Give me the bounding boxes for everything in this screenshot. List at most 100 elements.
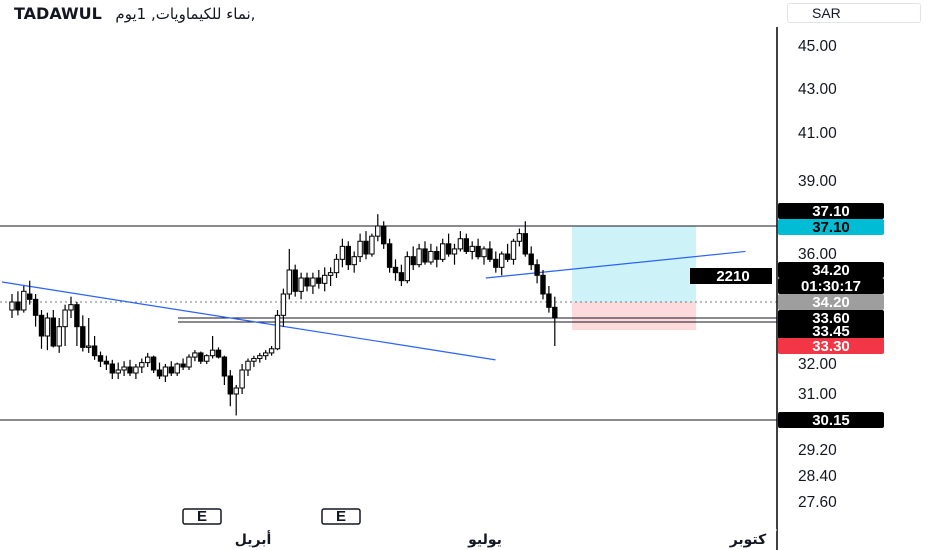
candle-body xyxy=(280,293,287,316)
candle-body xyxy=(469,245,475,252)
candle-body xyxy=(316,277,322,284)
candle-body xyxy=(145,356,151,364)
candle-body xyxy=(9,301,15,311)
candle-body xyxy=(221,356,228,377)
earnings-marker xyxy=(321,508,361,525)
price-tag-label: 37.10 xyxy=(812,203,850,220)
price-tag-label: 37.10 xyxy=(812,219,850,236)
candle-body xyxy=(62,309,68,328)
candle-body xyxy=(510,240,517,260)
candle-body xyxy=(162,366,169,377)
price-tag-label: 30.15 xyxy=(812,412,850,429)
candle-body xyxy=(168,366,175,374)
candle-body xyxy=(434,250,440,260)
candle-body xyxy=(103,360,110,365)
profit-zone xyxy=(572,226,696,302)
candle-body xyxy=(546,293,552,308)
candle-body xyxy=(15,301,21,311)
candle-body xyxy=(133,366,139,374)
candle-body xyxy=(204,355,210,362)
time-label: يوليو xyxy=(467,532,502,548)
symbol-label: نماء للكيماويات, 1يوم, xyxy=(115,5,256,23)
candle-body xyxy=(186,356,192,368)
candle-body xyxy=(475,245,481,258)
candle-body xyxy=(398,272,405,282)
earnings-marker-label: E xyxy=(336,508,346,525)
candle-body xyxy=(292,269,298,292)
price-tag-label: 34.20 xyxy=(812,262,850,279)
candle-body xyxy=(357,240,363,258)
candle-body xyxy=(56,326,62,347)
price-tick-label: 27.60 xyxy=(798,494,837,511)
candle-body xyxy=(481,248,487,258)
candle-body xyxy=(410,256,416,266)
price-tag xyxy=(778,203,884,219)
candle-body xyxy=(215,349,222,358)
candles xyxy=(9,214,558,416)
candle-body xyxy=(540,274,546,295)
candle-body xyxy=(499,253,505,268)
price-axis: 45.00 43.00 41.00 39.00 36.00 32.00 31.00 29.20… xyxy=(798,38,837,511)
currency-selector[interactable]: SAR xyxy=(787,3,921,23)
candle-body xyxy=(263,352,269,357)
trendlines xyxy=(1,250,746,361)
candle-body xyxy=(345,245,352,266)
candle-body xyxy=(97,355,104,362)
candle-body xyxy=(451,248,458,255)
candle-body xyxy=(298,277,304,292)
candle-body xyxy=(121,366,127,371)
candle-body xyxy=(268,348,275,354)
candle-body xyxy=(80,326,86,348)
candle-body xyxy=(445,243,452,255)
candle-body xyxy=(528,253,534,266)
price-tick-label: 43.00 xyxy=(798,81,837,98)
candle-body xyxy=(351,256,357,266)
earnings-marker-label: E xyxy=(197,508,207,525)
candle-body xyxy=(174,363,180,374)
candle-body xyxy=(428,250,434,263)
price-tag xyxy=(778,338,884,354)
price-tick-label: 39.00 xyxy=(798,173,837,190)
candle-body xyxy=(504,253,511,260)
candle-body xyxy=(91,345,98,357)
candle-body xyxy=(327,272,334,276)
price-tag-label: 33.45 xyxy=(812,323,850,340)
quantity-box xyxy=(690,268,772,284)
candle-body xyxy=(487,248,493,260)
candle-body xyxy=(392,266,399,274)
candle-body xyxy=(245,360,251,371)
price-tick-label: 31.00 xyxy=(798,386,837,403)
earnings-marker xyxy=(182,508,222,525)
candle-body xyxy=(209,349,216,357)
position-zones xyxy=(572,226,696,330)
price-tick-label: 41.00 xyxy=(798,125,837,142)
candle-body xyxy=(21,290,27,311)
time-label: كتوبر xyxy=(729,532,767,548)
candle-body xyxy=(552,306,558,319)
candle-body xyxy=(251,357,257,362)
candle-body xyxy=(139,362,145,368)
candle-body xyxy=(192,352,198,358)
candle-body xyxy=(463,238,470,252)
price-tag-label: 33.30 xyxy=(812,338,850,355)
price-tick-label: 29.20 xyxy=(798,442,837,459)
candle-body xyxy=(32,298,39,316)
candle-body xyxy=(86,345,92,348)
quantity-label: 2210 xyxy=(716,268,749,285)
price-tag-label: 01:30:17 xyxy=(801,278,861,295)
candle-body xyxy=(440,243,446,260)
price-tag xyxy=(778,278,884,294)
candle-body xyxy=(381,225,387,245)
candle-body xyxy=(68,304,74,311)
candle-body xyxy=(150,356,157,371)
candle-body xyxy=(457,238,464,250)
candle-body xyxy=(109,363,115,374)
candle-body xyxy=(156,369,163,377)
price-tag xyxy=(778,323,884,339)
time-label: أبريل xyxy=(235,530,272,548)
loss-zone xyxy=(572,302,696,330)
candle-body xyxy=(198,352,204,362)
price-tag xyxy=(778,294,884,310)
